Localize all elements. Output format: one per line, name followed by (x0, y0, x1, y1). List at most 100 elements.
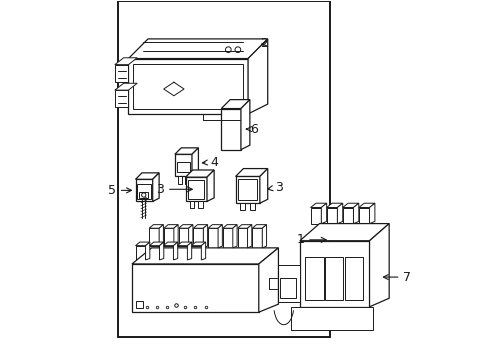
Bar (163, 228, 174, 248)
Polygon shape (342, 203, 358, 207)
Polygon shape (221, 100, 249, 109)
Polygon shape (235, 168, 267, 176)
Bar (189, 202, 194, 208)
Bar (221, 109, 241, 150)
Bar (235, 176, 259, 203)
Bar (305, 257, 323, 300)
Bar (238, 179, 257, 201)
Bar (191, 246, 201, 260)
Bar (280, 278, 296, 298)
Polygon shape (207, 225, 222, 228)
Text: 1: 1 (296, 233, 325, 246)
Polygon shape (159, 225, 163, 248)
Polygon shape (115, 58, 137, 65)
Polygon shape (223, 225, 237, 228)
Polygon shape (145, 242, 149, 260)
Bar (276, 265, 299, 302)
Polygon shape (177, 242, 191, 246)
Bar (223, 228, 232, 248)
Bar (118, 1, 329, 337)
Text: 4: 4 (202, 156, 218, 168)
Bar (177, 162, 189, 172)
Polygon shape (163, 242, 177, 246)
Bar (299, 241, 369, 307)
Bar (185, 176, 189, 184)
Polygon shape (115, 83, 137, 90)
Polygon shape (163, 225, 178, 228)
Bar (175, 154, 192, 176)
Polygon shape (290, 307, 372, 330)
Polygon shape (358, 203, 374, 207)
Bar (344, 257, 362, 300)
Polygon shape (310, 203, 326, 207)
Polygon shape (203, 225, 207, 248)
Bar (296, 314, 364, 327)
Polygon shape (149, 242, 163, 246)
Polygon shape (188, 225, 192, 248)
Bar (178, 176, 182, 184)
Text: 3: 3 (156, 183, 192, 196)
Polygon shape (369, 224, 388, 307)
Polygon shape (135, 173, 159, 179)
Polygon shape (247, 39, 267, 114)
Bar (324, 257, 343, 300)
Polygon shape (237, 225, 251, 228)
Bar (132, 264, 258, 312)
Polygon shape (159, 242, 163, 260)
Text: 2: 2 (260, 37, 268, 50)
Bar (139, 192, 148, 198)
Polygon shape (192, 148, 198, 176)
Polygon shape (299, 224, 388, 241)
Bar (310, 207, 321, 224)
Bar (193, 228, 203, 248)
Bar (149, 228, 159, 248)
Bar (177, 246, 187, 260)
Polygon shape (135, 242, 149, 246)
Bar (115, 65, 128, 82)
Polygon shape (326, 203, 342, 207)
Bar (135, 179, 152, 202)
Polygon shape (128, 39, 267, 59)
Polygon shape (174, 225, 178, 248)
Bar (326, 207, 337, 224)
Polygon shape (191, 242, 205, 246)
Polygon shape (187, 242, 191, 260)
Bar (163, 246, 173, 260)
Polygon shape (247, 225, 251, 248)
Polygon shape (178, 225, 192, 228)
Bar (198, 202, 203, 208)
Bar (135, 246, 145, 260)
Bar (237, 228, 247, 248)
Polygon shape (173, 242, 177, 260)
Text: 5: 5 (108, 184, 131, 197)
Polygon shape (262, 225, 266, 248)
Bar (252, 228, 262, 248)
Polygon shape (152, 173, 159, 202)
Polygon shape (252, 225, 266, 228)
Polygon shape (232, 225, 237, 248)
Polygon shape (185, 170, 214, 177)
Bar (133, 64, 243, 109)
Polygon shape (218, 225, 222, 248)
Text: 6: 6 (246, 123, 257, 136)
Polygon shape (201, 242, 205, 260)
Bar (240, 203, 245, 210)
Bar (207, 228, 218, 248)
Polygon shape (206, 170, 214, 202)
Polygon shape (259, 168, 267, 203)
Polygon shape (337, 203, 342, 224)
Bar (115, 90, 128, 107)
Bar (358, 207, 369, 224)
Bar (149, 246, 159, 260)
Bar (185, 177, 206, 202)
Bar (128, 59, 247, 114)
Bar (136, 301, 143, 308)
Bar (137, 184, 151, 199)
Polygon shape (369, 203, 374, 224)
Bar (250, 203, 254, 210)
Polygon shape (353, 203, 358, 224)
Polygon shape (241, 100, 249, 150)
Bar (342, 207, 353, 224)
Polygon shape (132, 248, 278, 264)
Polygon shape (175, 148, 198, 154)
